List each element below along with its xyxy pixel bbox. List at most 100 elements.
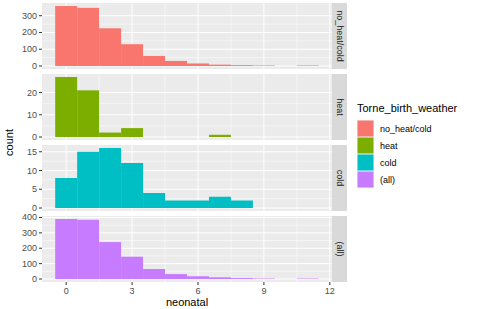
y-tick bbox=[39, 248, 42, 249]
strip-label: no_heat/cold bbox=[335, 10, 345, 62]
bar bbox=[55, 219, 77, 279]
bar bbox=[253, 65, 275, 67]
legend-key bbox=[358, 121, 374, 137]
y-tick-label: 100 bbox=[22, 259, 37, 269]
bar bbox=[121, 44, 143, 66]
bar bbox=[275, 208, 297, 209]
bar bbox=[55, 178, 77, 208]
y-tick-label: 0 bbox=[32, 274, 37, 284]
panel-background bbox=[42, 3, 332, 69]
y-tick bbox=[39, 279, 42, 280]
legend-title: Torne_birth_weather bbox=[357, 102, 458, 114]
bar bbox=[121, 163, 143, 208]
y-grid bbox=[42, 217, 332, 218]
bar bbox=[209, 135, 231, 137]
y-tick-label: 0 bbox=[32, 132, 37, 142]
minor-grid bbox=[296, 145, 297, 211]
legend-label: no_heat/cold bbox=[380, 124, 432, 134]
bar bbox=[165, 201, 187, 209]
x-grid bbox=[329, 216, 330, 282]
bar bbox=[253, 208, 275, 209]
legend-key bbox=[358, 138, 374, 154]
bar bbox=[99, 148, 121, 208]
minor-grid bbox=[230, 3, 231, 69]
y-tick bbox=[39, 15, 42, 16]
bar bbox=[231, 278, 253, 280]
y-tick-label: 5 bbox=[32, 184, 37, 194]
bar bbox=[99, 28, 121, 66]
y-tick-label: 200 bbox=[22, 27, 37, 37]
bar bbox=[187, 63, 209, 66]
y-tick bbox=[39, 49, 42, 50]
bars bbox=[55, 219, 319, 279]
legend-key bbox=[358, 172, 374, 188]
x-tick-label: 3 bbox=[130, 286, 135, 296]
bar bbox=[297, 65, 319, 67]
strip bbox=[332, 145, 347, 211]
bar bbox=[231, 65, 253, 67]
x-grid bbox=[329, 74, 330, 140]
minor-grid bbox=[296, 3, 297, 69]
x-grid bbox=[197, 216, 198, 282]
bars bbox=[55, 148, 253, 208]
bar bbox=[165, 61, 187, 66]
x-tick-label: 0 bbox=[64, 286, 69, 296]
x-axis-title: neonatal bbox=[166, 296, 208, 308]
background bbox=[0, 0, 500, 309]
bar bbox=[253, 278, 275, 279]
legend-label: (all) bbox=[380, 175, 395, 185]
y-axis-title: count bbox=[3, 129, 15, 156]
bar bbox=[297, 278, 319, 279]
y-tick-label: 10 bbox=[27, 166, 37, 176]
x-grid bbox=[263, 216, 264, 282]
x-tick-label: 12 bbox=[325, 286, 335, 296]
y-tick bbox=[39, 232, 42, 233]
legend-key-bg bbox=[357, 120, 374, 137]
bar bbox=[99, 242, 121, 279]
minor-grid bbox=[230, 74, 231, 140]
bar bbox=[275, 279, 297, 280]
y-tick-label: 100 bbox=[22, 44, 37, 54]
x-tick bbox=[329, 282, 330, 285]
y-tick-label: 15 bbox=[27, 147, 37, 157]
bar bbox=[121, 128, 143, 137]
y-tick-label: 20 bbox=[27, 88, 37, 98]
legend-key-bg bbox=[357, 137, 374, 154]
y-tick bbox=[39, 170, 42, 171]
bar bbox=[187, 276, 209, 279]
bar bbox=[231, 137, 253, 138]
bar bbox=[275, 65, 297, 66]
y-tick-label: 400 bbox=[22, 212, 37, 222]
y-tick bbox=[39, 208, 42, 209]
x-grid bbox=[263, 145, 264, 211]
strip bbox=[332, 74, 347, 140]
bar bbox=[165, 274, 187, 279]
bar bbox=[209, 65, 231, 66]
y-tick bbox=[39, 217, 42, 218]
panel-background bbox=[42, 145, 332, 211]
x-grid bbox=[329, 3, 330, 69]
bar bbox=[99, 133, 121, 137]
bar bbox=[187, 201, 209, 209]
x-grid bbox=[197, 3, 198, 69]
bar bbox=[77, 8, 99, 66]
bar bbox=[231, 201, 253, 209]
bar bbox=[297, 137, 319, 138]
minor-grid bbox=[296, 216, 297, 282]
y-tick bbox=[39, 114, 42, 115]
y-tick-label: 200 bbox=[22, 243, 37, 253]
y-tick bbox=[39, 189, 42, 190]
x-tick bbox=[66, 282, 67, 285]
bar bbox=[55, 77, 77, 137]
y-tick bbox=[39, 65, 42, 66]
strip-label: heat bbox=[335, 98, 345, 116]
panel-background bbox=[42, 74, 332, 140]
y-tick bbox=[39, 92, 42, 93]
bar bbox=[297, 208, 319, 209]
bars bbox=[55, 6, 319, 66]
y-tick bbox=[39, 263, 42, 264]
bar bbox=[77, 152, 99, 208]
bar bbox=[55, 6, 77, 66]
x-tick bbox=[197, 282, 198, 285]
bar bbox=[143, 193, 165, 208]
